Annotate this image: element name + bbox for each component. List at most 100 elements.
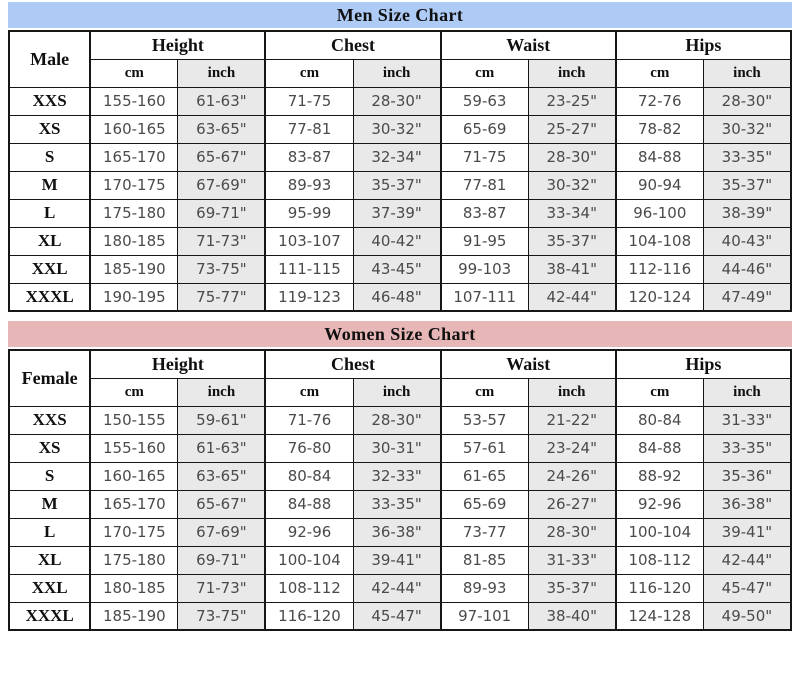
women-xxs-waist_cm: 53-57 [439, 405, 529, 435]
women-m-hips_cm: 92-96 [614, 489, 704, 519]
women-xl-waist_in: 31-33" [527, 545, 617, 575]
women-chart-title-bar: Women Size Chart [8, 321, 792, 347]
women-group-height: Height [89, 349, 266, 379]
women-l-hips_cm: 100-104 [614, 517, 704, 547]
men-s-hips_cm: 84-88 [614, 142, 704, 172]
men-xl-height_cm: 180-185 [89, 226, 179, 256]
men-l-waist_cm: 83-87 [439, 198, 529, 228]
women-xxl-hips_in: 45-47" [702, 573, 792, 603]
men-xxl-hips_in: 44-46" [702, 254, 792, 284]
men-xxxl-chest_cm: 119-123 [264, 282, 354, 312]
women-l-waist_cm: 73-77 [439, 517, 529, 547]
women-xxs-waist_in: 21-22" [527, 405, 617, 435]
size-chart-page: Men Size Chart Male Height Chest Waist H… [8, 2, 792, 631]
men-xxl-size: XXL [8, 254, 91, 284]
women-l-hips_in: 39-41" [702, 517, 792, 547]
men-xs-waist_cm: 65-69 [439, 114, 529, 144]
men-chart-title: Men Size Chart [336, 4, 464, 25]
men-s-height_in: 65-67" [177, 142, 266, 172]
women-xxl-waist_cm: 89-93 [439, 573, 529, 603]
men-l-size: L [8, 198, 91, 228]
men-group-hips: Hips [614, 30, 792, 60]
women-xl-hips_cm: 108-112 [614, 545, 704, 575]
men-row-xxl: XXL 185-190 73-75" 111-115 43-45" 99-103 38-41… [8, 254, 792, 284]
men-m-hips_in: 35-37" [702, 170, 792, 200]
men-l-height_cm: 175-180 [89, 198, 179, 228]
women-xs-chest_in: 30-31" [352, 433, 442, 463]
women-size-chart-section: Women Size Chart Female Height Chest Wai… [8, 321, 792, 631]
women-chest-inch-header: inch [352, 377, 442, 407]
men-xs-height_cm: 160-165 [89, 114, 179, 144]
women-m-waist_in: 26-27" [527, 489, 617, 519]
men-xs-hips_in: 30-32" [702, 114, 792, 144]
women-waist-inch-header: inch [527, 377, 617, 407]
women-hips-inch-header: inch [702, 377, 792, 407]
men-xxl-chest_in: 43-45" [352, 254, 442, 284]
men-chart-title-bar: Men Size Chart [8, 2, 792, 28]
women-table-header: Female Height Chest Waist Hips cm inch c… [8, 349, 792, 407]
women-xxxl-waist_in: 38-40" [527, 601, 617, 631]
men-size-chart-section: Men Size Chart Male Height Chest Waist H… [8, 2, 792, 312]
women-hips-cm-header: cm [614, 377, 704, 407]
men-xxs-height_in: 61-63" [177, 86, 266, 116]
men-chest-cm-header: cm [264, 58, 354, 88]
men-xxxl-waist_in: 42-44" [527, 282, 617, 312]
women-group-waist: Waist [439, 349, 617, 379]
women-l-height_in: 67-69" [177, 517, 266, 547]
men-m-chest_in: 35-37" [352, 170, 442, 200]
men-xxs-waist_in: 23-25" [527, 86, 617, 116]
men-s-chest_in: 32-34" [352, 142, 442, 172]
men-row-xs: XS 160-165 63-65" 77-81 30-32" 65-69 25-27" 78-… [8, 114, 792, 144]
men-hips-inch-header: inch [702, 58, 792, 88]
women-xl-hips_in: 42-44" [702, 545, 792, 575]
men-group-waist: Waist [439, 30, 617, 60]
men-xxl-height_cm: 185-190 [89, 254, 179, 284]
men-waist-cm-header: cm [439, 58, 529, 88]
women-row-xxs: XXS 150-155 59-61" 71-76 28-30" 53-57 21-22" 80… [8, 405, 792, 435]
men-l-chest_in: 37-39" [352, 198, 442, 228]
women-chart-title: Women Size Chart [324, 323, 476, 344]
women-xxs-chest_cm: 71-76 [264, 405, 354, 435]
men-xxl-chest_cm: 111-115 [264, 254, 354, 284]
women-xxl-chest_in: 42-44" [352, 573, 442, 603]
women-row-xs: XS 155-160 61-63" 76-80 30-31" 57-61 23-24" 84-… [8, 433, 792, 463]
women-l-chest_cm: 92-96 [264, 517, 354, 547]
men-height-inch-header: inch [177, 58, 266, 88]
women-xxxl-chest_cm: 116-120 [264, 601, 354, 631]
women-xxxl-chest_in: 45-47" [352, 601, 442, 631]
women-l-size: L [8, 517, 91, 547]
women-row-m: M 165-170 65-67" 84-88 33-35" 65-69 26-27" 92-9… [8, 489, 792, 519]
men-row-xxxl: XXXL 190-195 75-77" 119-123 46-48" 107-111 42-… [8, 282, 792, 312]
men-row-m: M 170-175 67-69" 89-93 35-37" 77-81 30-32" 90-9… [8, 170, 792, 200]
men-xl-hips_in: 40-43" [702, 226, 792, 256]
men-m-height_cm: 170-175 [89, 170, 179, 200]
women-xxl-height_cm: 180-185 [89, 573, 179, 603]
women-xxxl-waist_cm: 97-101 [439, 601, 529, 631]
men-xl-hips_cm: 104-108 [614, 226, 704, 256]
women-row-xl: XL 175-180 69-71" 100-104 39-41" 81-85 31-33" 1… [8, 545, 792, 575]
women-s-height_in: 63-65" [177, 461, 266, 491]
women-xxs-chest_in: 28-30" [352, 405, 442, 435]
women-xs-size: XS [8, 433, 91, 463]
men-chest-inch-header: inch [352, 58, 442, 88]
men-xxxl-height_in: 75-77" [177, 282, 266, 312]
women-xxs-size: XXS [8, 405, 91, 435]
men-size-table: Male Height Chest Waist Hips cm inch cm … [8, 30, 792, 312]
men-table-header: Male Height Chest Waist Hips cm inch cm … [8, 30, 792, 88]
men-group-chest: Chest [264, 30, 442, 60]
men-table-body: XXS 155-160 61-63" 71-75 28-30" 59-63 23-25" 72… [8, 86, 792, 312]
men-xxs-chest_cm: 71-75 [264, 86, 354, 116]
women-row-s: S 160-165 63-65" 80-84 32-33" 61-65 24-26" 88-9… [8, 461, 792, 491]
women-l-chest_in: 36-38" [352, 517, 442, 547]
women-row-xxxl: XXXL 185-190 73-75" 116-120 45-47" 97-101 38-4… [8, 601, 792, 631]
women-m-hips_in: 36-38" [702, 489, 792, 519]
women-xxl-waist_in: 35-37" [527, 573, 617, 603]
men-waist-inch-header: inch [527, 58, 617, 88]
men-s-waist_in: 28-30" [527, 142, 617, 172]
men-xxxl-size: XXXL [8, 282, 91, 312]
men-xl-height_in: 71-73" [177, 226, 266, 256]
men-xxs-size: XXS [8, 86, 91, 116]
men-m-waist_cm: 77-81 [439, 170, 529, 200]
women-xs-waist_cm: 57-61 [439, 433, 529, 463]
women-xs-hips_in: 33-35" [702, 433, 792, 463]
